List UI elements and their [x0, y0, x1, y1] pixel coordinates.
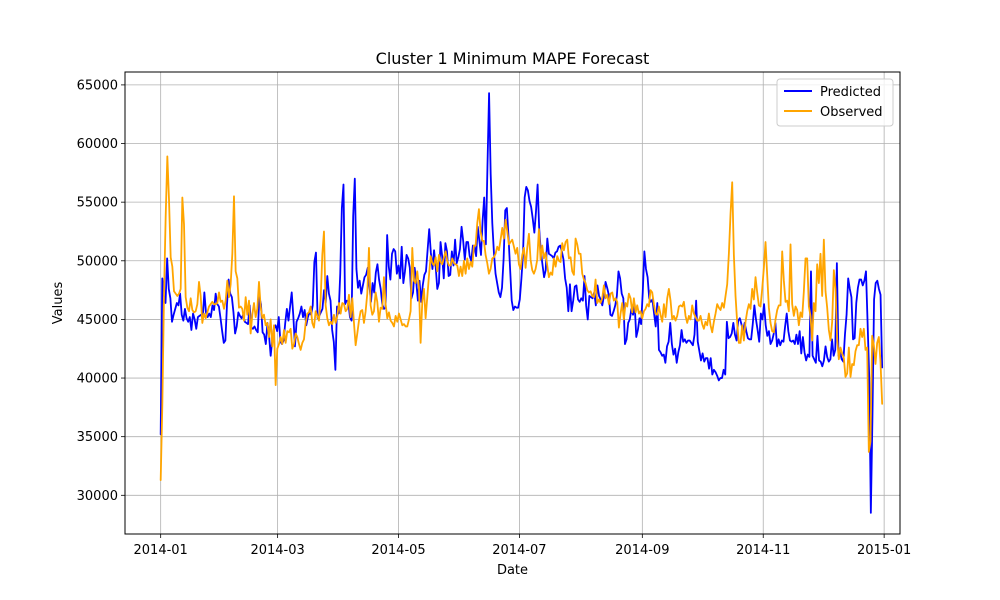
x-axis-title: Date — [497, 563, 528, 578]
chart-title: Cluster 1 Minimum MAPE Forecast — [376, 49, 650, 68]
x-tick-label: 2014-07 — [492, 543, 546, 558]
series-line-predicted — [159, 92, 884, 514]
legend: Predicted Observed — [776, 78, 894, 127]
series-lines — [159, 92, 884, 514]
y-tick-label: 65000 — [77, 78, 118, 93]
legend-label-predicted: Predicted — [820, 85, 881, 100]
y-tick-label: 35000 — [77, 430, 118, 445]
y-tick-label: 55000 — [77, 196, 118, 211]
x-tick-label: 2014-11 — [736, 543, 790, 558]
y-axis-title: Values — [51, 282, 66, 325]
y-tick-label: 60000 — [77, 137, 118, 152]
y-tick-label: 50000 — [77, 254, 118, 269]
x-tick-label: 2014-09 — [615, 543, 669, 558]
y-tick-label: 45000 — [77, 313, 118, 328]
series-line-observed — [159, 155, 884, 481]
x-tick-label: 2015-01 — [857, 543, 911, 558]
x-tick-label: 2014-01 — [134, 543, 188, 558]
x-tick-label: 2014-05 — [371, 543, 425, 558]
x-tick-label: 2014-03 — [250, 543, 304, 558]
y-tick-label: 40000 — [77, 372, 118, 387]
plot-frame — [124, 71, 901, 535]
legend-label-observed: Observed — [820, 105, 883, 120]
axis-ticks: 2014-01 2014-03 2014-05 2014-07 2014-09 2014-… — [77, 78, 912, 558]
y-tick-label: 30000 — [77, 489, 118, 504]
